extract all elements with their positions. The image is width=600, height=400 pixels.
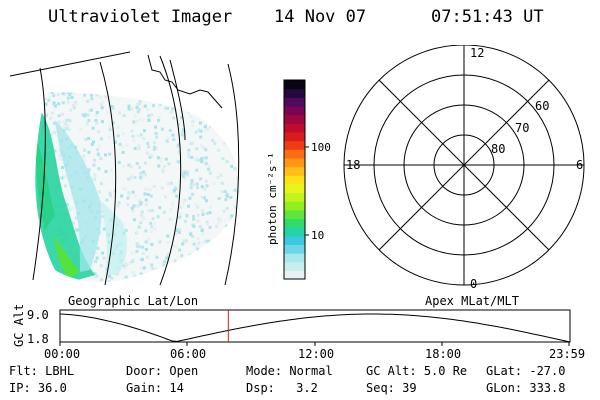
- dsp-field: Dsp: 3.2: [246, 381, 318, 395]
- gc-alt-value: 5.0 Re: [423, 364, 468, 378]
- instrument-title: Ultraviolet Imager: [48, 7, 233, 27]
- mlt-12-label: 12: [470, 46, 484, 60]
- glat-field: GLat: -27.0: [486, 364, 565, 378]
- polar-panel-caption: Apex MLat/MLT: [425, 294, 519, 308]
- ip-value: 36.0: [37, 381, 67, 395]
- colorbar-tick-10: 10: [311, 229, 324, 242]
- glon-label: GLon:: [486, 381, 523, 395]
- gc-alt-field: GC Alt: 5.0 Re: [366, 364, 467, 378]
- dsp-value: 3.2: [296, 381, 318, 395]
- door-value: Open: [169, 364, 199, 378]
- door-field: Door: Open: [126, 364, 198, 378]
- seq-field: Seq: 39: [366, 381, 417, 395]
- orbit-xtick-3: 18:00: [425, 347, 461, 361]
- date-label: 14 Nov 07: [274, 7, 367, 27]
- altitude-curve: [59, 313, 571, 343]
- time-label: 07:51:43 UT: [431, 7, 544, 27]
- aurora-image: [35, 92, 241, 282]
- ip-label: IP:: [9, 381, 31, 395]
- seq-label: Seq:: [366, 381, 395, 395]
- coastline: [147, 54, 223, 109]
- filter-field: Flt: LBHL: [9, 364, 74, 378]
- orbit-ytick-top: 9.0: [27, 308, 49, 322]
- glon-value: 333.8: [529, 381, 566, 395]
- mlt-18-label: 18: [346, 158, 360, 172]
- glat-label: GLat:: [486, 364, 523, 378]
- orbit-xtick-2: 12:00: [298, 347, 334, 361]
- door-label: Door:: [126, 364, 163, 378]
- mode-value: Normal: [289, 364, 333, 378]
- mlat-70-label: 70: [515, 121, 529, 135]
- mode-field: Mode: Normal: [246, 364, 333, 378]
- glon-field: GLon: 333.8: [486, 381, 565, 395]
- orbit-xtick-4: 23:59: [549, 347, 585, 361]
- dsp-label: Dsp:: [246, 381, 275, 395]
- colorbar-units-label: photon cm⁻²s⁻¹: [266, 152, 279, 245]
- ip-field: IP: 36.0: [9, 381, 67, 395]
- geographic-image-panel: [9, 51, 241, 286]
- gc-alt-label: GC Alt:: [366, 364, 417, 378]
- mlt-6-label: 6: [576, 158, 583, 172]
- orbit-xtick-1: 06:00: [170, 347, 206, 361]
- mlat-60-label: 60: [535, 99, 549, 113]
- mlt-0-label: 0: [470, 277, 477, 291]
- mlat-80-label: 80: [491, 142, 505, 156]
- mode-label: Mode:: [246, 364, 283, 378]
- colorbar: 100 10 photon cm⁻²s⁻¹: [266, 79, 331, 280]
- filter-value: LBHL: [45, 364, 75, 378]
- meridian-lines: [9, 51, 240, 286]
- seq-value: 39: [402, 381, 417, 395]
- orbit-ytick-bottom: 1.8: [27, 332, 49, 346]
- glat-value: -27.0: [529, 364, 566, 378]
- gain-field: Gain: 14: [126, 381, 184, 395]
- gain-value: 14: [169, 381, 184, 395]
- orbit-xtick-0: 00:00: [44, 347, 80, 361]
- geo-panel-caption: Geographic Lat/Lon: [68, 294, 199, 308]
- filter-label: Flt:: [9, 364, 38, 378]
- polar-mlat-mlt-plot: 12 18 6 0 60 70 80: [343, 45, 585, 291]
- orbit-altitude-plot: GC Alt 9.0 1.8 00:00 06:00 12:00 18:00 2…: [12, 305, 585, 361]
- colorbar-tick-100: 100: [311, 141, 331, 154]
- gain-label: Gain:: [126, 381, 163, 395]
- orbit-ylabel: GC Alt: [12, 305, 26, 347]
